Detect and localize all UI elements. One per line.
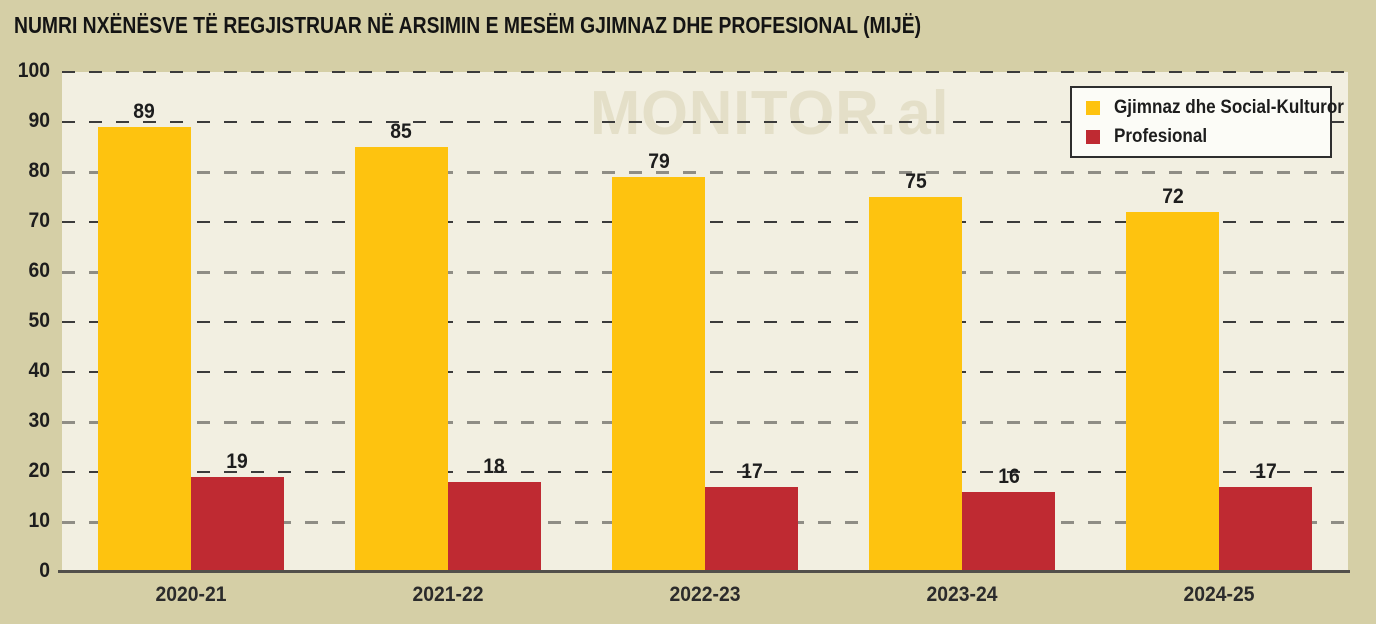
- gridline-100: [62, 71, 1348, 73]
- legend-label-gjimnaz: Gjimnaz dhe Social-Kulturor: [1114, 96, 1344, 118]
- watermark: MONITOR.al: [590, 79, 950, 148]
- legend: Gjimnaz dhe Social-Kulturor Profesional: [1070, 86, 1344, 158]
- gridline-40: [62, 371, 1348, 373]
- x-axis-line: [58, 570, 1350, 573]
- bar-2021-22-gjimnaz: [354, 147, 448, 572]
- x-tick-label-2022-23: 2022-23: [669, 583, 741, 606]
- gridline-20: [62, 471, 1348, 473]
- x-tick-label-2023-24: 2023-24: [926, 583, 998, 606]
- bar-value-label-2021-22-gjimnaz: 85: [390, 120, 413, 143]
- chart-title: NUMRI NXËNËSVE TË REGJISTRUAR NË ARSIMIN…: [14, 12, 922, 38]
- y-tick-label-10: 10: [28, 509, 50, 532]
- gridline-80: [62, 171, 1348, 174]
- gridline-70: [62, 221, 1348, 223]
- bar-value-label-2021-22-profesional: 18: [483, 455, 506, 478]
- bar-value-label-2024-25-profesional: 17: [1255, 460, 1277, 483]
- legend-item-gjimnaz: Gjimnaz dhe Social-Kulturor: [1086, 97, 1344, 119]
- bar-2022-23-gjimnaz: [612, 177, 705, 572]
- bar-value-label-2023-24-gjimnaz: 75: [904, 170, 927, 193]
- y-tick-label-50: 50: [28, 309, 50, 332]
- y-tick-label-30: 30: [28, 409, 50, 432]
- y-tick-label-80: 80: [28, 159, 50, 182]
- bar-2020-21-profesional: [190, 477, 284, 572]
- gridline-60: [62, 271, 1348, 274]
- bar-2022-23-profesional: [705, 487, 798, 572]
- x-tick-label-2020-21: 2020-21: [155, 583, 227, 606]
- bar-2023-24-gjimnaz: [869, 197, 963, 572]
- legend-item-profesional: Profesional: [1086, 126, 1330, 148]
- bar-2020-21-gjimnaz: [97, 127, 191, 572]
- gridline-90: [62, 121, 1348, 123]
- legend-swatch-gjimnaz-icon: [1086, 100, 1100, 115]
- x-tick-label-2021-22: 2021-22: [412, 583, 484, 606]
- y-tick-label-70: 70: [28, 209, 50, 232]
- y-tick-label-20: 20: [28, 459, 50, 482]
- y-tick-label-90: 90: [28, 109, 50, 132]
- bar-2024-25-gjimnaz: [1126, 212, 1220, 572]
- gridline-50: [62, 321, 1348, 323]
- y-tick-label-60: 60: [28, 259, 50, 282]
- y-tick-label-0: 0: [39, 559, 50, 582]
- bar-2021-22-profesional: [447, 482, 541, 572]
- bar-value-label-2022-23-profesional: 17: [740, 460, 763, 483]
- y-tick-label-100: 100: [17, 59, 50, 82]
- gridline-30: [62, 421, 1348, 424]
- legend-label-profesional: Profesional: [1114, 125, 1208, 147]
- bar-value-label-2022-23-gjimnaz: 79: [647, 150, 670, 173]
- bar-2023-24-profesional: [962, 492, 1056, 572]
- bar-value-label-2020-21-gjimnaz: 89: [133, 100, 155, 123]
- bar-2024-25-profesional: [1219, 487, 1313, 572]
- bar-value-label-2020-21-profesional: 19: [226, 450, 248, 473]
- bar-value-label-2024-25-gjimnaz: 72: [1162, 185, 1184, 208]
- y-tick-label-40: 40: [28, 359, 50, 382]
- legend-swatch-profesional-icon: [1086, 129, 1100, 144]
- bar-value-label-2023-24-profesional: 16: [997, 465, 1020, 488]
- x-tick-label-2024-25: 2024-25: [1183, 583, 1255, 606]
